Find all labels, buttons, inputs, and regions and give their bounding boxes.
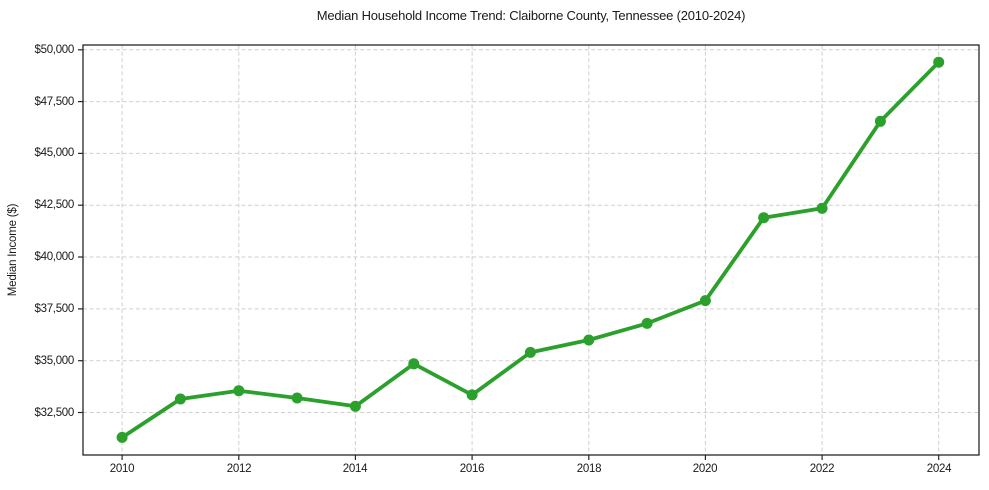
y-tick-label: $47,500 [34, 96, 75, 108]
axis-tick-marks [78, 49, 940, 460]
x-tick-label: 2012 [226, 463, 252, 475]
data-point-2019 [641, 317, 653, 329]
income-data-points [116, 56, 945, 443]
data-point-2020 [699, 295, 711, 307]
data-point-2024 [933, 56, 945, 68]
data-point-2011 [174, 393, 186, 405]
y-tick-label: $32,500 [34, 407, 75, 419]
y-tick-label: $35,000 [34, 355, 75, 367]
data-point-2021 [758, 212, 770, 224]
y-tick-label: $50,000 [34, 44, 75, 56]
x-tick-label: 2024 [926, 463, 952, 475]
chart-title: Median Household Income Trend: Claiborne… [316, 8, 746, 23]
data-point-2010 [116, 431, 128, 443]
x-tick-label: 2022 [809, 463, 835, 475]
axis-frame [82, 44, 980, 456]
data-point-2022 [816, 202, 828, 214]
x-tick-label: 2014 [342, 463, 368, 475]
data-point-2012 [233, 385, 245, 397]
line-chart-plot-area [78, 44, 980, 460]
x-tick-label: 2010 [109, 463, 135, 475]
x-tick-label: 2016 [459, 463, 485, 475]
data-point-2023 [874, 115, 886, 127]
y-tick-label: $40,000 [34, 251, 75, 263]
x-tick-label: 2018 [576, 463, 602, 475]
data-point-2017 [524, 346, 536, 358]
gridlines [83, 45, 979, 455]
income-trend-line [120, 60, 941, 440]
x-tick-label: 2020 [692, 463, 718, 475]
data-point-2014 [349, 400, 361, 412]
data-point-2018 [583, 334, 595, 346]
y-tick-label: $45,000 [34, 147, 75, 159]
data-point-2015 [408, 358, 420, 370]
y-tick-label: $42,500 [34, 199, 75, 211]
data-point-2013 [291, 392, 303, 404]
y-tick-label: $37,500 [34, 303, 75, 315]
data-point-2016 [466, 389, 478, 401]
